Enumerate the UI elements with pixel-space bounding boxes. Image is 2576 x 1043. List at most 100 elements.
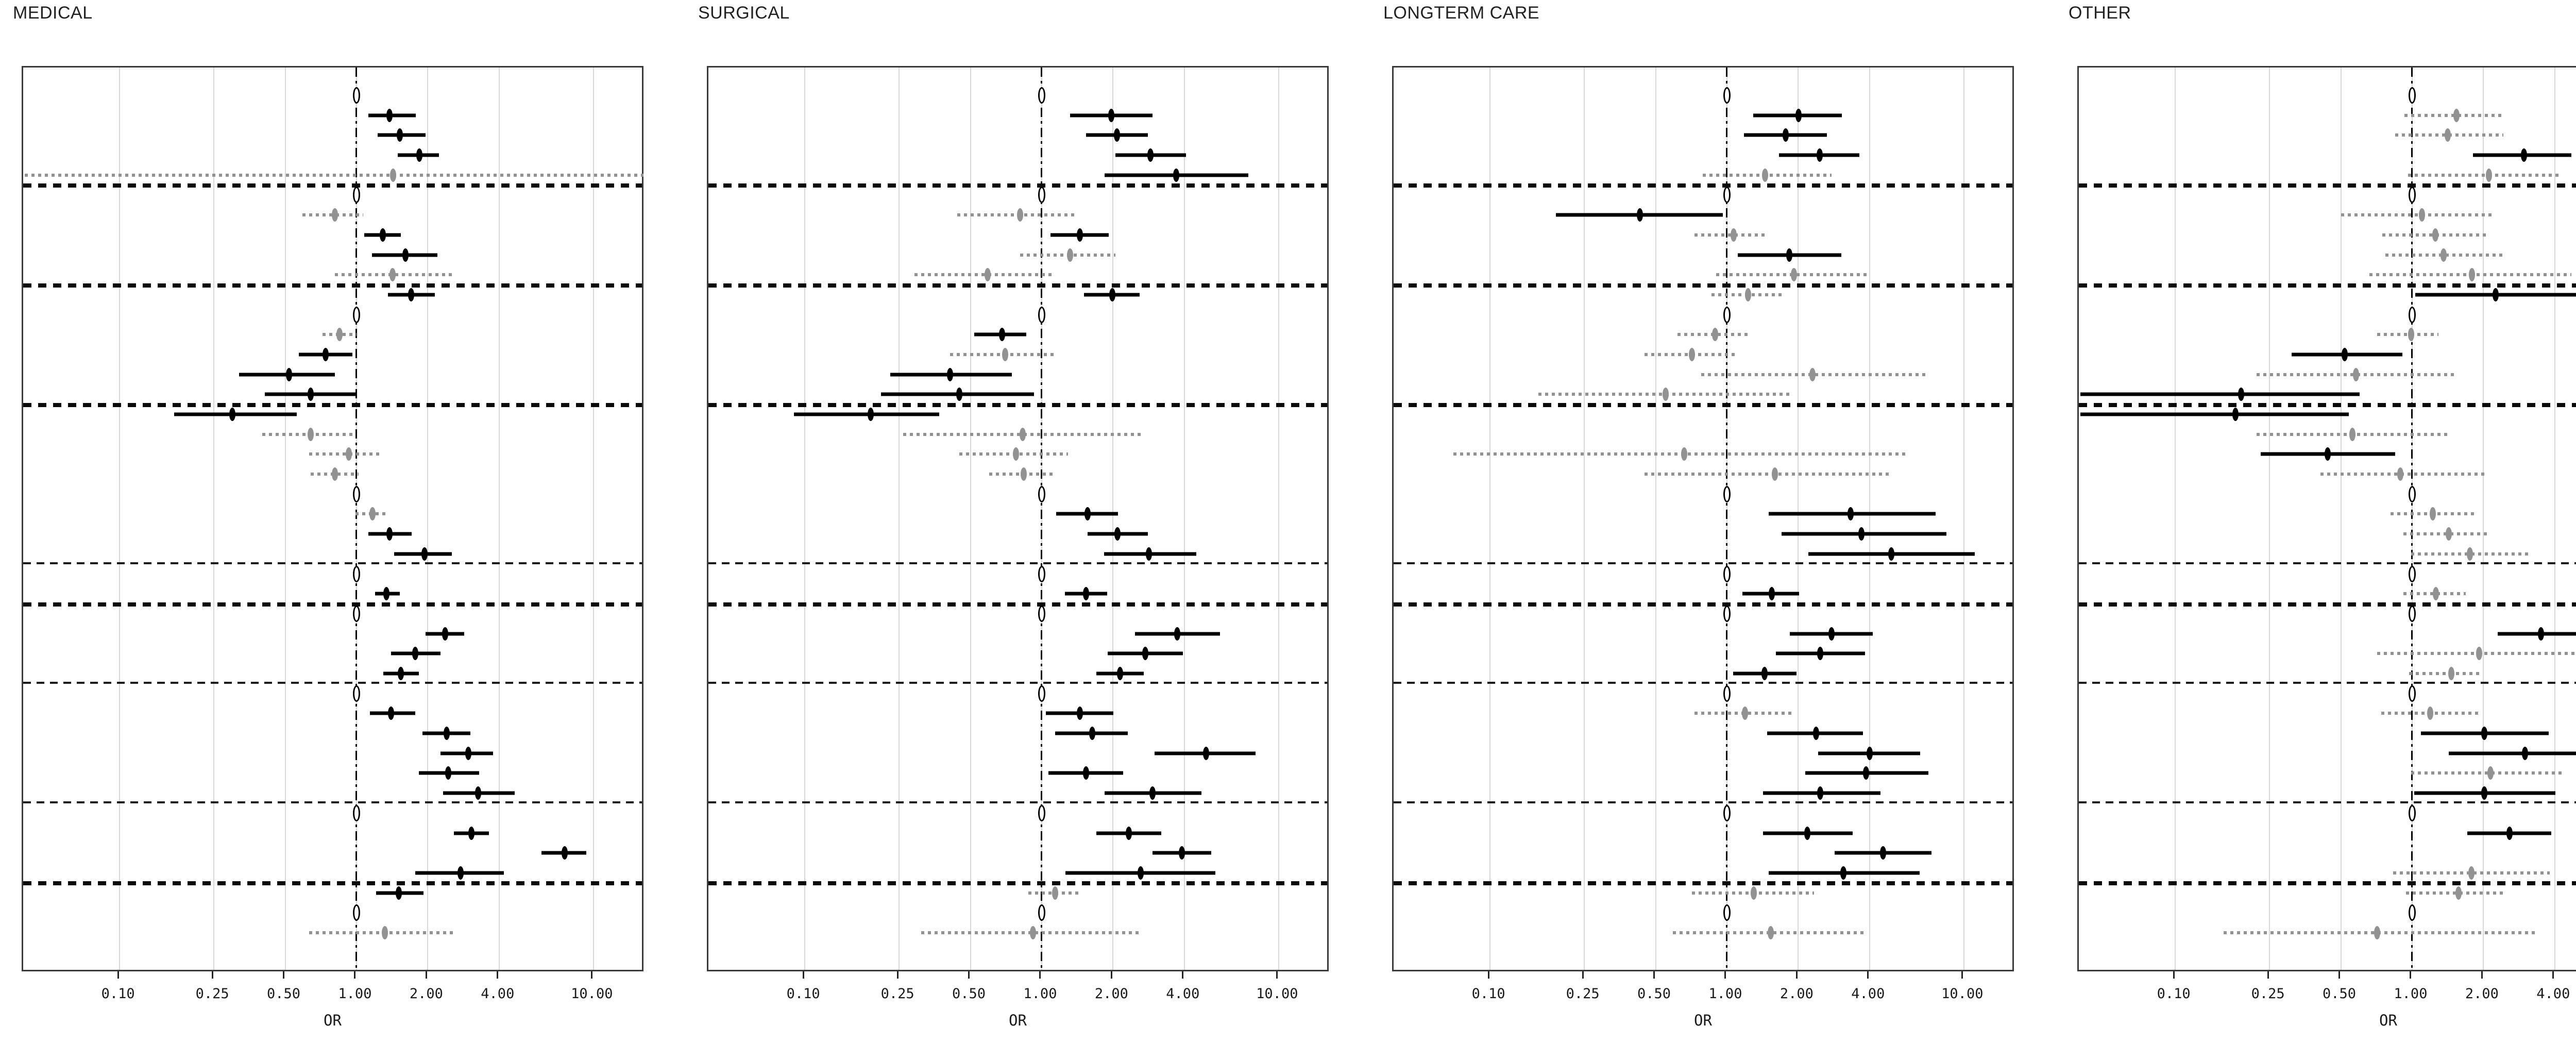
or-point bbox=[1125, 826, 1132, 840]
reference-line-or-1 bbox=[2411, 68, 2413, 970]
or-point bbox=[382, 926, 388, 939]
reference-point bbox=[2408, 804, 2416, 821]
group-separator bbox=[708, 283, 1327, 288]
or-point bbox=[1173, 168, 1180, 182]
reference-point bbox=[1723, 187, 1731, 204]
or-point bbox=[390, 168, 397, 182]
plot-area-medical bbox=[22, 66, 643, 971]
reference-point bbox=[352, 605, 360, 622]
group-separator bbox=[1394, 602, 2012, 607]
axis-tick-label: 0.25 bbox=[880, 986, 914, 1002]
ci-bar bbox=[2449, 751, 2576, 755]
plot-area-longterm_care bbox=[1392, 66, 2014, 971]
or-point bbox=[396, 128, 403, 142]
axis-tick-mark bbox=[2481, 971, 2483, 979]
group-separator bbox=[708, 682, 1327, 684]
reference-point bbox=[1038, 685, 1045, 702]
or-point bbox=[383, 587, 390, 601]
x-axis-label: OR bbox=[2379, 1012, 2397, 1029]
group-separator bbox=[23, 881, 642, 886]
grid-line-0.10 bbox=[2175, 68, 2176, 970]
or-point bbox=[2429, 507, 2436, 521]
group-separator bbox=[1394, 183, 2012, 188]
or-point bbox=[416, 148, 422, 162]
or-point bbox=[1888, 547, 1894, 561]
x-axis-label: OR bbox=[324, 1012, 342, 1029]
grid-line-10.00 bbox=[592, 68, 594, 970]
or-point bbox=[1114, 128, 1121, 142]
ci-bar bbox=[2080, 412, 2349, 416]
or-point bbox=[1202, 746, 1209, 760]
axis-tick-mark bbox=[2410, 971, 2412, 979]
or-point bbox=[2397, 467, 2403, 481]
reference-point bbox=[1038, 187, 1045, 204]
or-point bbox=[1786, 248, 1792, 262]
ci-bar bbox=[2408, 173, 2563, 177]
axis-tick-label: 0.10 bbox=[1471, 986, 1505, 1002]
reference-point bbox=[352, 685, 360, 702]
panel-title-surgical: SURGICAL bbox=[698, 3, 790, 23]
or-point bbox=[1083, 587, 1090, 601]
axis-tick-label: 4.00 bbox=[481, 986, 515, 1002]
or-point bbox=[1108, 108, 1115, 122]
or-point bbox=[1817, 786, 1824, 800]
grid-line-0.25 bbox=[1584, 68, 1585, 970]
panel-title-medical: MEDICAL bbox=[13, 3, 93, 23]
or-point bbox=[1077, 706, 1083, 720]
group-separator bbox=[708, 801, 1327, 804]
axis-tick-mark bbox=[2267, 971, 2269, 979]
ci-bar bbox=[309, 931, 454, 934]
or-point bbox=[398, 667, 404, 680]
or-point bbox=[474, 786, 481, 800]
or-point bbox=[2455, 886, 2462, 900]
or-point bbox=[408, 288, 414, 301]
or-point bbox=[346, 447, 352, 461]
or-point bbox=[1019, 427, 1026, 441]
ci-bar bbox=[2377, 333, 2438, 337]
axis-tick-label: 2.00 bbox=[1780, 986, 1814, 1002]
group-separator bbox=[2079, 183, 2576, 188]
or-point bbox=[1791, 268, 1798, 282]
reference-point bbox=[352, 804, 360, 821]
or-point bbox=[445, 766, 452, 780]
axis-tick-label: 0.10 bbox=[2157, 986, 2191, 1002]
or-point bbox=[443, 727, 450, 741]
axis-tick-label: 1.00 bbox=[2394, 986, 2428, 1002]
reference-point bbox=[2408, 904, 2416, 921]
or-point bbox=[389, 268, 396, 282]
or-point bbox=[2418, 208, 2425, 222]
or-point bbox=[1863, 766, 1870, 780]
or-point bbox=[2538, 627, 2545, 641]
axis-tick-mark bbox=[1039, 971, 1041, 979]
or-point bbox=[2408, 328, 2414, 342]
ci-bar bbox=[309, 452, 383, 456]
or-point bbox=[386, 527, 393, 541]
or-point bbox=[1840, 866, 1846, 880]
axis-tick-mark bbox=[1795, 971, 1798, 979]
group-separator bbox=[1394, 801, 2012, 804]
or-point bbox=[2342, 347, 2348, 361]
or-point bbox=[468, 826, 474, 840]
grid-line-2.00 bbox=[427, 68, 429, 970]
ci-bar bbox=[2409, 672, 2483, 675]
or-point bbox=[1688, 347, 1695, 361]
or-point bbox=[868, 408, 874, 422]
reference-point bbox=[1723, 904, 1731, 921]
ci-bar bbox=[2341, 213, 2492, 217]
or-point bbox=[1149, 786, 1156, 800]
axis-tick-mark bbox=[896, 971, 899, 979]
or-point bbox=[956, 388, 963, 401]
grid-line-10.00 bbox=[1278, 68, 1279, 970]
or-point bbox=[2486, 168, 2493, 182]
grid-line-2.00 bbox=[2483, 68, 2484, 970]
or-point bbox=[322, 347, 329, 361]
axis-tick-mark bbox=[1653, 971, 1655, 979]
or-point bbox=[307, 388, 314, 401]
or-point bbox=[2374, 926, 2380, 939]
grid-line-10.00 bbox=[1963, 68, 1964, 970]
or-point bbox=[307, 427, 314, 441]
reference-point bbox=[2408, 485, 2416, 502]
or-point bbox=[2468, 866, 2475, 880]
reference-point bbox=[1723, 565, 1731, 582]
or-point bbox=[1741, 706, 1748, 720]
